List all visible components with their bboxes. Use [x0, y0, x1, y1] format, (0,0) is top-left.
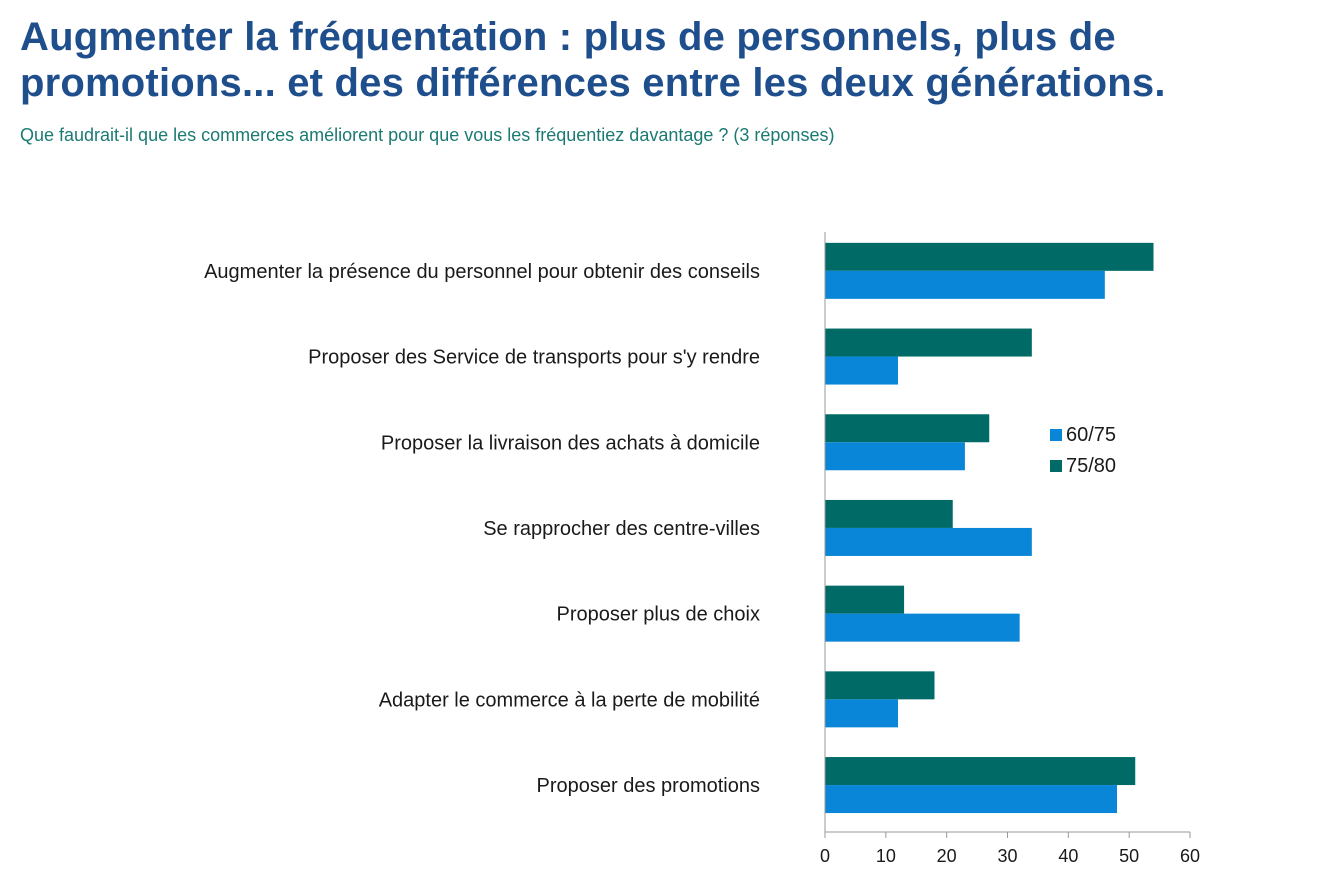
bar-60-75-2: [825, 442, 965, 471]
bar-75-80-6: [825, 757, 1136, 786]
category-label: Adapter le commerce à la perte de mobili…: [379, 689, 760, 711]
legend-swatch-75-80: [1050, 460, 1062, 472]
chart-subtitle: Que faudrait-il que les commerces amélio…: [20, 125, 835, 145]
bar-75-80-1: [825, 328, 1032, 357]
bar-60-75-0: [825, 270, 1105, 299]
bar-60-75-1: [825, 356, 898, 385]
legend-swatch-60-75: [1050, 429, 1062, 441]
x-tick-label: 40: [1058, 846, 1078, 866]
chart-title: Augmenter la fréquentation : plus de per…: [20, 15, 1166, 105]
bar-75-80-0: [825, 242, 1154, 271]
x-axis: 0 10 20 30 40 50 60: [820, 232, 1200, 866]
x-tick-label: 20: [937, 846, 957, 866]
category-label: Se rapprocher des centre-villes: [483, 518, 760, 540]
category-label: Proposer des promotions: [537, 775, 760, 797]
bars-group: [825, 242, 1154, 814]
x-tick-label: 0: [820, 846, 830, 866]
legend-label-75-80: 75/80: [1066, 455, 1116, 477]
category-label: Proposer plus de choix: [557, 604, 760, 626]
x-tick-label: 30: [997, 846, 1017, 866]
bar-60-75-6: [825, 785, 1117, 814]
bar-75-80-2: [825, 414, 990, 443]
bar-75-80-5: [825, 671, 935, 700]
legend: 60/75 75/80: [1050, 424, 1116, 477]
x-tick-label: 50: [1119, 846, 1139, 866]
x-tick-label: 10: [876, 846, 896, 866]
category-label: Augmenter la présence du personnel pour …: [204, 261, 760, 283]
category-label: Proposer la livraison des achats à domic…: [381, 432, 760, 454]
bar-60-75-4: [825, 613, 1020, 642]
bar-75-80-4: [825, 585, 905, 614]
category-label: Proposer des Service de transports pour …: [308, 347, 760, 369]
bar-75-80-3: [825, 499, 953, 528]
category-labels: Augmenter la présence du personnel pour …: [204, 261, 760, 797]
x-tick-label: 60: [1180, 846, 1200, 866]
bar-60-75-5: [825, 699, 898, 728]
bar-60-75-3: [825, 527, 1032, 556]
legend-label-60-75: 60/75: [1066, 424, 1116, 446]
